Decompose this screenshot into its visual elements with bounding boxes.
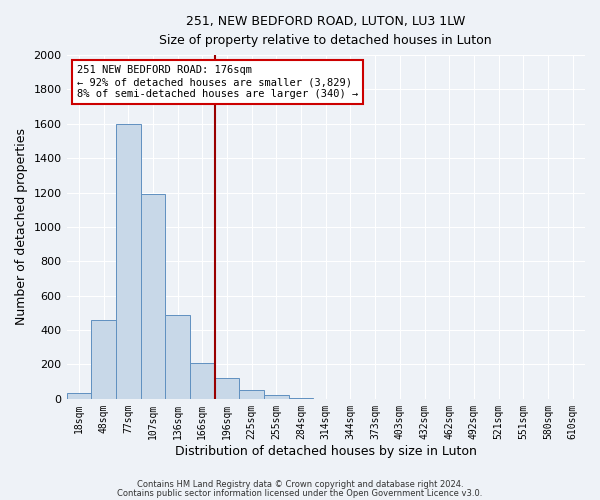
Text: 251 NEW BEDFORD ROAD: 176sqm
← 92% of detached houses are smaller (3,829)
8% of : 251 NEW BEDFORD ROAD: 176sqm ← 92% of de…	[77, 66, 358, 98]
Bar	[116, 124, 140, 399]
Bar	[215, 378, 239, 399]
Text: Contains HM Land Registry data © Crown copyright and database right 2024.: Contains HM Land Registry data © Crown c…	[137, 480, 463, 489]
Bar	[264, 396, 289, 399]
Bar	[165, 314, 190, 399]
Text: Contains public sector information licensed under the Open Government Licence v3: Contains public sector information licen…	[118, 489, 482, 498]
Y-axis label: Number of detached properties: Number of detached properties	[15, 128, 28, 326]
Bar	[289, 398, 313, 399]
X-axis label: Distribution of detached houses by size in Luton: Distribution of detached houses by size …	[175, 444, 477, 458]
Bar	[239, 390, 264, 399]
Bar	[190, 362, 215, 399]
Bar	[67, 393, 91, 399]
Bar	[91, 320, 116, 399]
Title: 251, NEW BEDFORD ROAD, LUTON, LU3 1LW
Size of property relative to detached hous: 251, NEW BEDFORD ROAD, LUTON, LU3 1LW Si…	[160, 15, 492, 47]
Bar	[140, 194, 165, 399]
